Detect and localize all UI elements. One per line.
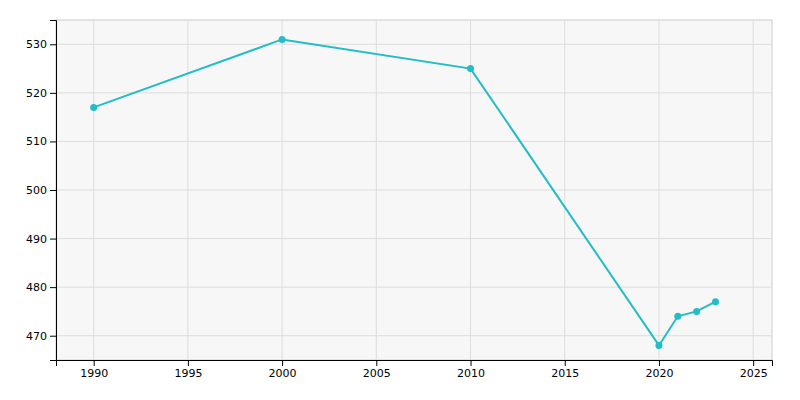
x-tick-label: 2005 — [363, 367, 391, 380]
x-tick: 2005 — [363, 360, 391, 380]
chart: 1990 1995 2000 2005 2010 2015 2020 2025 470 480 49… — [0, 0, 800, 400]
y-tick-label: 500 — [26, 184, 47, 197]
y-tick-mark — [50, 141, 56, 142]
y-grid-line — [56, 190, 772, 191]
x-axis-line — [57, 361, 773, 367]
x-tick: 2015 — [551, 360, 579, 380]
x-tick-mark — [659, 360, 660, 366]
y-axis: 470 480 490 500 510 520 530 — [26, 21, 57, 361]
x-grid-line — [187, 20, 188, 360]
point — [655, 342, 662, 349]
point — [90, 104, 97, 111]
y-tick-label: 490 — [26, 233, 47, 246]
x-tick-mark — [471, 360, 472, 366]
y-tick: 510 — [26, 135, 56, 148]
point — [693, 308, 700, 315]
y-grid-line — [56, 141, 772, 142]
grid — [56, 20, 772, 360]
y-tick: 530 — [26, 38, 56, 51]
y-tick: 470 — [26, 330, 56, 343]
x-tick-label: 2000 — [269, 367, 297, 380]
y-axis-line — [50, 21, 57, 361]
x-tick-label: 2010 — [457, 367, 485, 380]
x-tick: 2010 — [457, 360, 485, 380]
x-grid-line — [282, 20, 283, 360]
y-tick-label: 520 — [26, 87, 47, 100]
x-tick-label: 2015 — [551, 367, 579, 380]
x-tick-mark — [753, 360, 754, 366]
y-tick-label: 510 — [26, 135, 47, 148]
x-tick: 2025 — [740, 360, 768, 380]
y-grid-line — [56, 238, 772, 239]
y-tick-label: 530 — [26, 38, 47, 51]
x-tick-label: 1995 — [174, 367, 202, 380]
x-tick-label: 2025 — [740, 367, 768, 380]
x-tick-mark — [282, 360, 283, 366]
y-tick-mark — [50, 44, 56, 45]
x-axis: 1990 1995 2000 2005 2010 2015 2020 2025 — [57, 360, 773, 380]
plot: 1990 1995 2000 2005 2010 2015 2020 2025 470 480 49… — [26, 20, 773, 380]
y-tick-mark — [50, 93, 56, 94]
x-grid-line — [376, 20, 377, 360]
x-grid-line — [658, 20, 659, 360]
y-grid-line — [56, 44, 772, 45]
x-tick: 1990 — [80, 360, 108, 380]
x-grid-line — [753, 20, 754, 360]
marks — [90, 36, 719, 349]
y-tick-label: 470 — [26, 330, 47, 343]
x-grid-line — [93, 20, 94, 360]
x-tick: 1995 — [174, 360, 202, 380]
x-tick-mark — [94, 360, 95, 366]
x-tick-mark — [565, 360, 566, 366]
point — [712, 298, 719, 305]
x-grid-line — [564, 20, 565, 360]
plot-frame — [56, 20, 772, 360]
y-tick-mark — [50, 336, 56, 337]
y-tick-mark — [50, 190, 56, 191]
y-tick-mark — [50, 239, 56, 240]
x-tick-label: 2020 — [645, 367, 673, 380]
point — [279, 36, 286, 43]
y-tick: 500 — [26, 184, 56, 197]
line — [94, 39, 716, 345]
y-tick: 480 — [26, 281, 56, 294]
point — [467, 65, 474, 72]
x-tick-mark — [376, 360, 377, 366]
x-tick: 2000 — [269, 360, 297, 380]
y-grid-line — [56, 92, 772, 93]
x-tick-mark — [188, 360, 189, 366]
y-tick-mark — [50, 287, 56, 288]
y-tick: 490 — [26, 233, 56, 246]
point — [674, 313, 681, 320]
x-tick: 2020 — [645, 360, 673, 380]
y-grid-line — [56, 287, 772, 288]
y-tick-label: 480 — [26, 281, 47, 294]
y-tick: 520 — [26, 87, 56, 100]
x-tick-label: 1990 — [80, 367, 108, 380]
